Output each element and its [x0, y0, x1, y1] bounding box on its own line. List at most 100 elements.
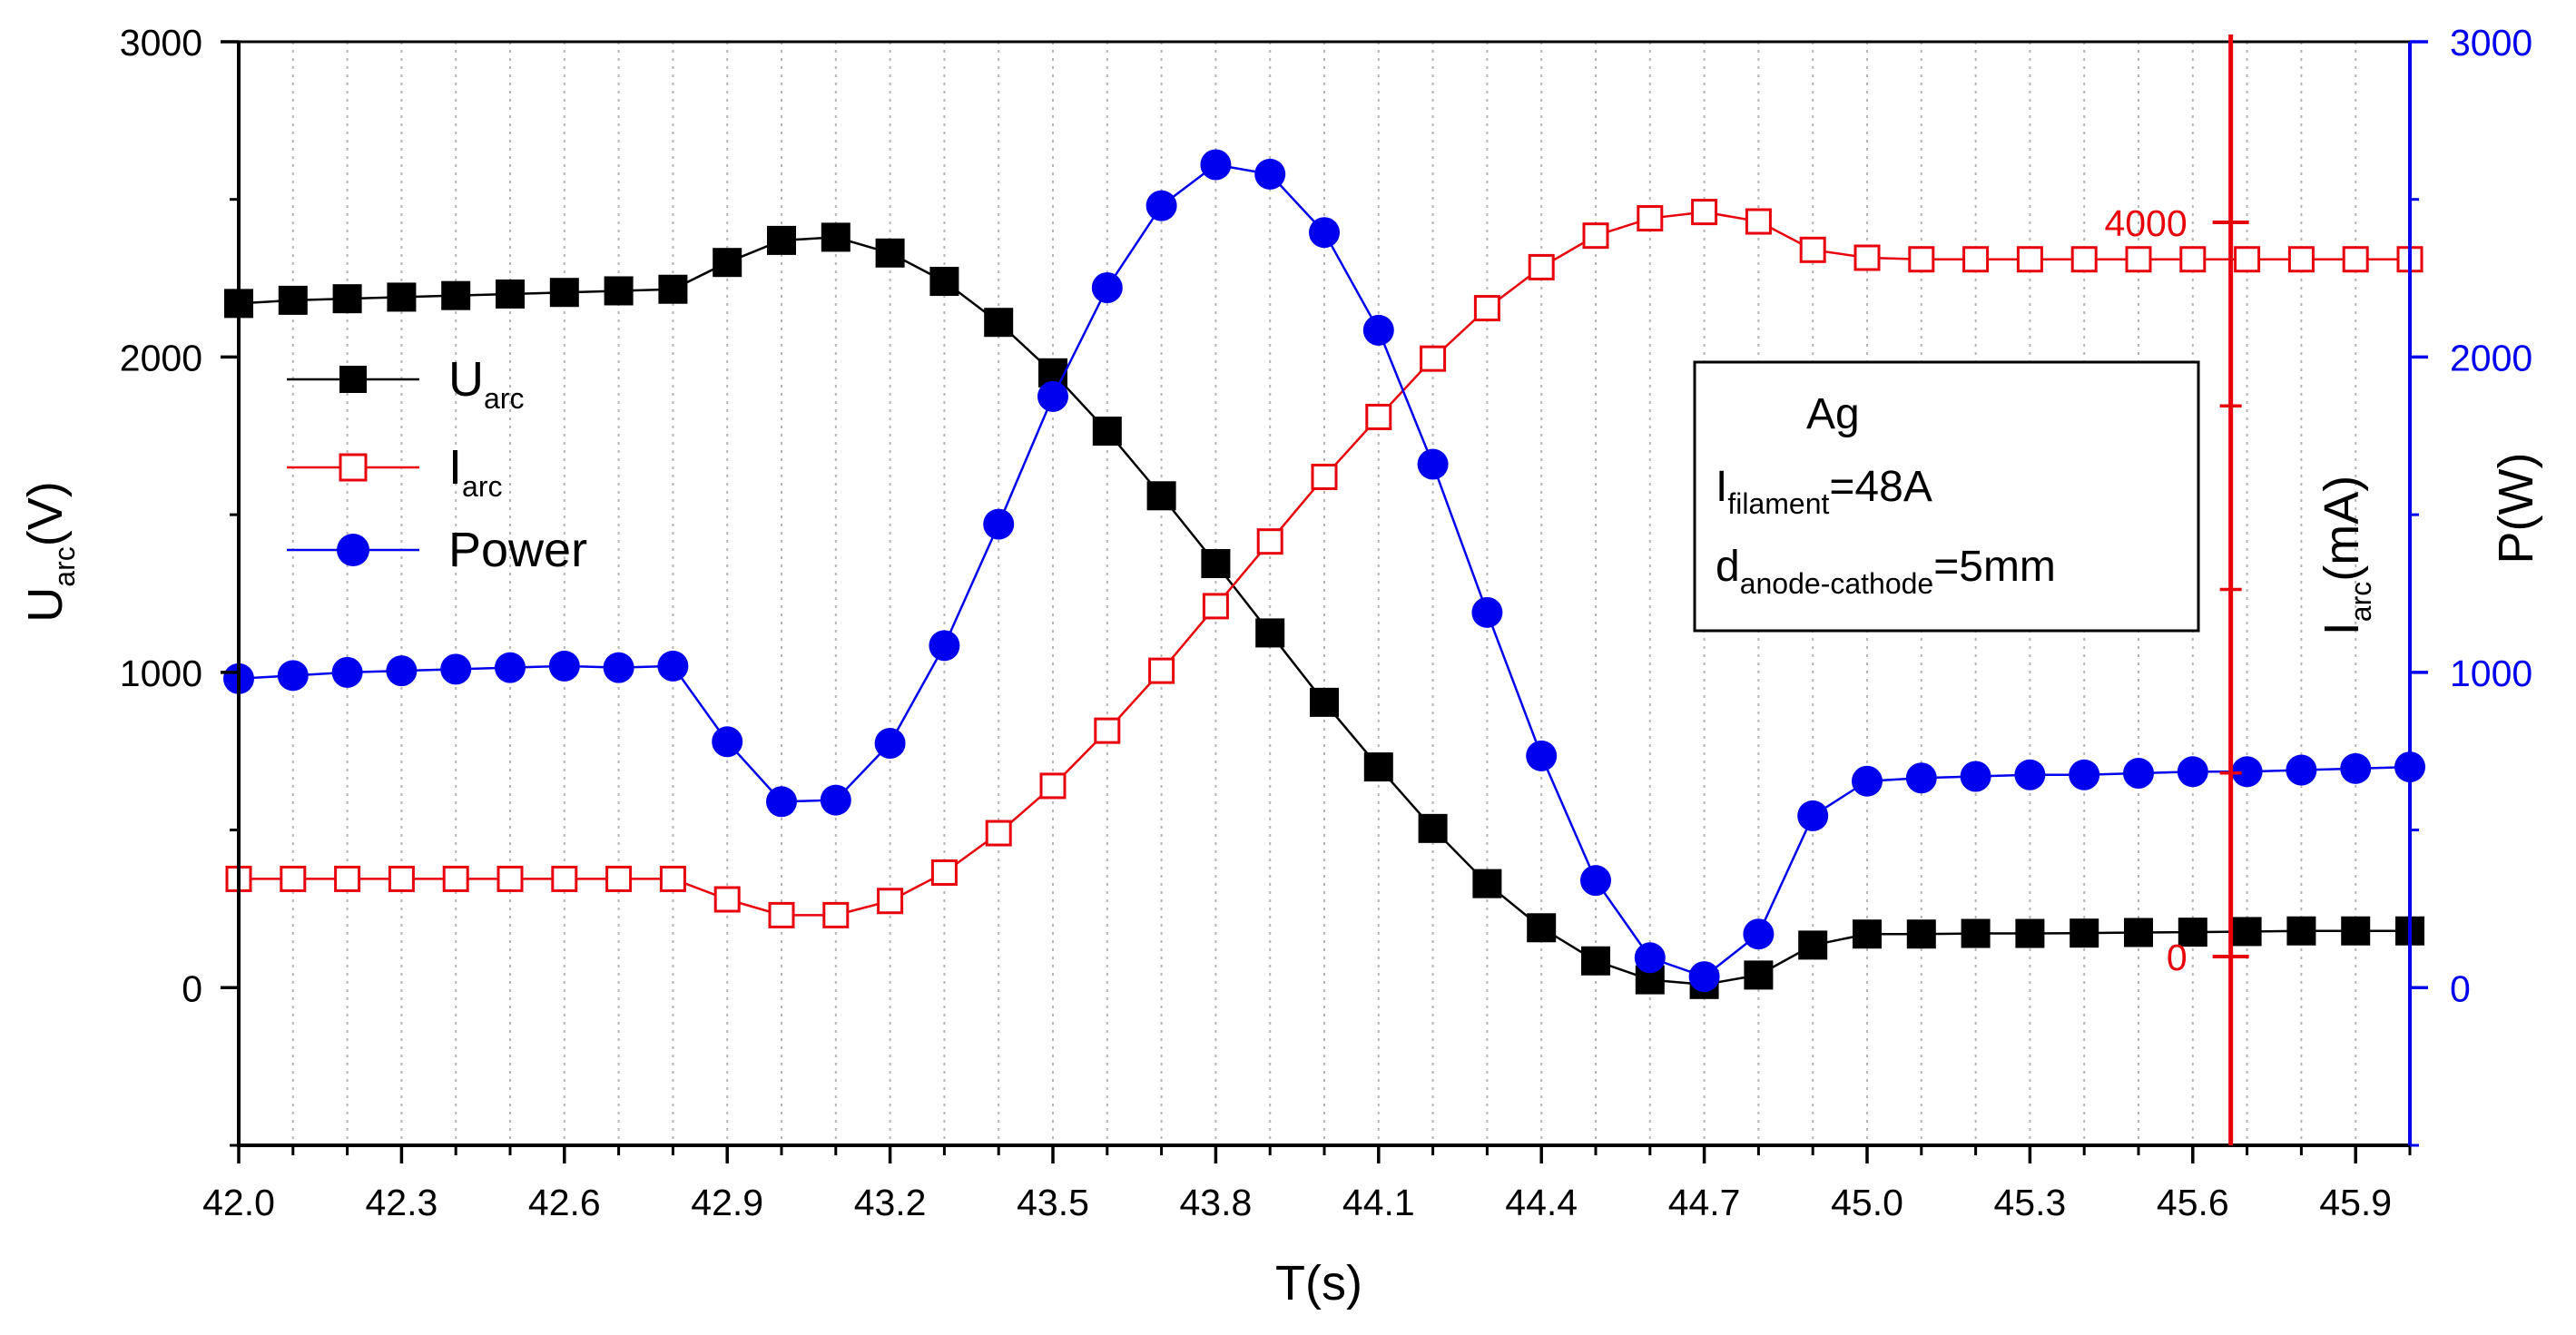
- data-point-power: [2177, 756, 2208, 788]
- data-point-power: [657, 650, 689, 682]
- data-point-i-arc: [442, 865, 469, 892]
- data-point-i-arc: [605, 865, 633, 892]
- data-point-power: [820, 784, 851, 816]
- data-point-i-arc: [2125, 246, 2152, 273]
- x-tick-label: 45.9: [2319, 1182, 2392, 1223]
- y-left-title-sub: arc: [48, 546, 81, 586]
- data-point-u-arc: [821, 222, 850, 252]
- data-point-power: [331, 656, 363, 688]
- data-point-u-arc: [496, 279, 525, 309]
- data-point-u-arc: [984, 308, 1014, 338]
- current-title-unit: (mA): [2315, 476, 2369, 582]
- data-point-i-arc: [1094, 717, 1121, 744]
- x-tick-label: 43.5: [1017, 1182, 1089, 1223]
- annotation-line-filament: Ifilament=48A: [1716, 463, 1932, 520]
- y-left-tick-label: 2000: [120, 337, 202, 378]
- y-right-power-tick-label: 1000: [2450, 653, 2532, 694]
- x-axis-title: T(s): [1275, 1256, 1362, 1310]
- data-point-i-arc: [497, 865, 524, 892]
- data-point-u-arc: [1906, 919, 1936, 949]
- data-point-u-arc: [1310, 687, 1339, 717]
- data-point-u-arc: [441, 280, 471, 310]
- data-point-i-arc: [822, 901, 850, 928]
- data-point-i-arc: [1908, 246, 1935, 273]
- data-point-i-arc: [1039, 772, 1067, 800]
- data-point-i-arc: [1202, 593, 1229, 620]
- y-left-tick-label: 1000: [120, 653, 202, 694]
- data-point-i-arc: [1148, 657, 1175, 684]
- data-point-i-arc: [1365, 403, 1392, 430]
- legend-marker-power: [337, 534, 369, 566]
- data-point-i-arc: [659, 865, 686, 892]
- data-point-power: [1743, 918, 1775, 950]
- data-point-power: [1254, 158, 1286, 190]
- data-point-i-arc: [2179, 246, 2207, 273]
- data-point-power: [1634, 942, 1666, 974]
- legend-entry-u-arc: Uarc: [287, 352, 524, 415]
- x-tick-label: 45.3: [1993, 1182, 2066, 1223]
- y-right-power-tick-label: 0: [2450, 967, 2471, 1009]
- annotation-box: Ag Ifilament=48A danode-cathode=5mm: [1693, 360, 2200, 633]
- data-point-i-arc: [280, 865, 307, 892]
- data-point-i-arc: [1962, 246, 1990, 273]
- data-point-u-arc: [1418, 813, 1448, 843]
- annotation-frame: [1693, 360, 2200, 633]
- data-point-power: [1417, 448, 1449, 480]
- data-point-u-arc: [1961, 918, 1991, 948]
- data-point-u-arc: [767, 225, 796, 255]
- data-point-i-arc: [1311, 463, 1338, 490]
- data-point-power: [2069, 759, 2100, 790]
- data-point-i-arc: [713, 886, 741, 913]
- annotation-line-material: Ag: [1806, 390, 1860, 438]
- x-tick-label: 42.0: [202, 1182, 275, 1223]
- data-point-u-arc: [1363, 752, 1393, 782]
- data-point-u-arc: [1201, 548, 1231, 578]
- data-point-i-arc: [1420, 345, 1447, 372]
- data-point-i-arc: [2287, 246, 2315, 273]
- data-point-i-arc: [1691, 199, 1718, 226]
- data-point-i-arc: [388, 865, 415, 892]
- x-tick-label: 44.1: [1342, 1182, 1415, 1223]
- legend-label-i-arc: Iarc: [448, 440, 502, 503]
- data-point-u-arc: [929, 267, 959, 297]
- data-point-u-arc: [1146, 481, 1176, 511]
- data-point-i-arc: [2070, 246, 2098, 273]
- data-point-u-arc: [1092, 417, 1122, 447]
- data-point-power: [2123, 758, 2154, 790]
- x-tick-label: 42.3: [365, 1182, 438, 1223]
- data-point-power: [548, 650, 580, 682]
- data-point-power: [277, 660, 309, 692]
- data-point-u-arc: [2341, 916, 2371, 946]
- current-title-sub: arc: [2345, 582, 2377, 622]
- x-tick-label: 42.6: [528, 1182, 601, 1223]
- data-point-power: [386, 655, 418, 687]
- x-tick-label: 44.7: [1668, 1182, 1741, 1223]
- data-point-power: [1471, 596, 1503, 628]
- data-point-power: [874, 728, 906, 760]
- legend-label-u-arc: Uarc: [448, 352, 524, 415]
- data-point-i-arc: [1853, 244, 1881, 271]
- data-point-i-arc: [1528, 253, 1555, 280]
- data-point-u-arc: [1527, 913, 1557, 943]
- data-point-power: [2340, 752, 2372, 784]
- x-tick-label: 44.4: [1505, 1182, 1578, 1223]
- data-point-power: [495, 652, 526, 683]
- legend-entry-i-arc: Iarc: [287, 440, 502, 503]
- y-right-power-tick-label: 3000: [2450, 22, 2532, 64]
- data-point-u-arc: [713, 248, 742, 278]
- y-left-axis-title: Uarc(V): [18, 481, 81, 622]
- x-tick-label: 45.0: [1831, 1182, 1903, 1223]
- legend-marker-i-arc: [339, 453, 368, 482]
- data-point-i-arc: [2342, 246, 2369, 273]
- data-point-power: [1580, 865, 1611, 897]
- data-point-i-arc: [985, 820, 1012, 847]
- data-point-i-arc: [551, 865, 578, 892]
- data-point-i-arc: [1745, 208, 1772, 235]
- data-point-u-arc: [387, 282, 417, 312]
- data-point-power: [1037, 380, 1068, 412]
- data-point-power: [1526, 740, 1558, 771]
- x-tick-label: 43.8: [1179, 1182, 1252, 1223]
- data-point-power: [929, 630, 960, 662]
- data-point-u-arc: [1255, 618, 1285, 648]
- x-tick-label: 43.2: [854, 1182, 927, 1223]
